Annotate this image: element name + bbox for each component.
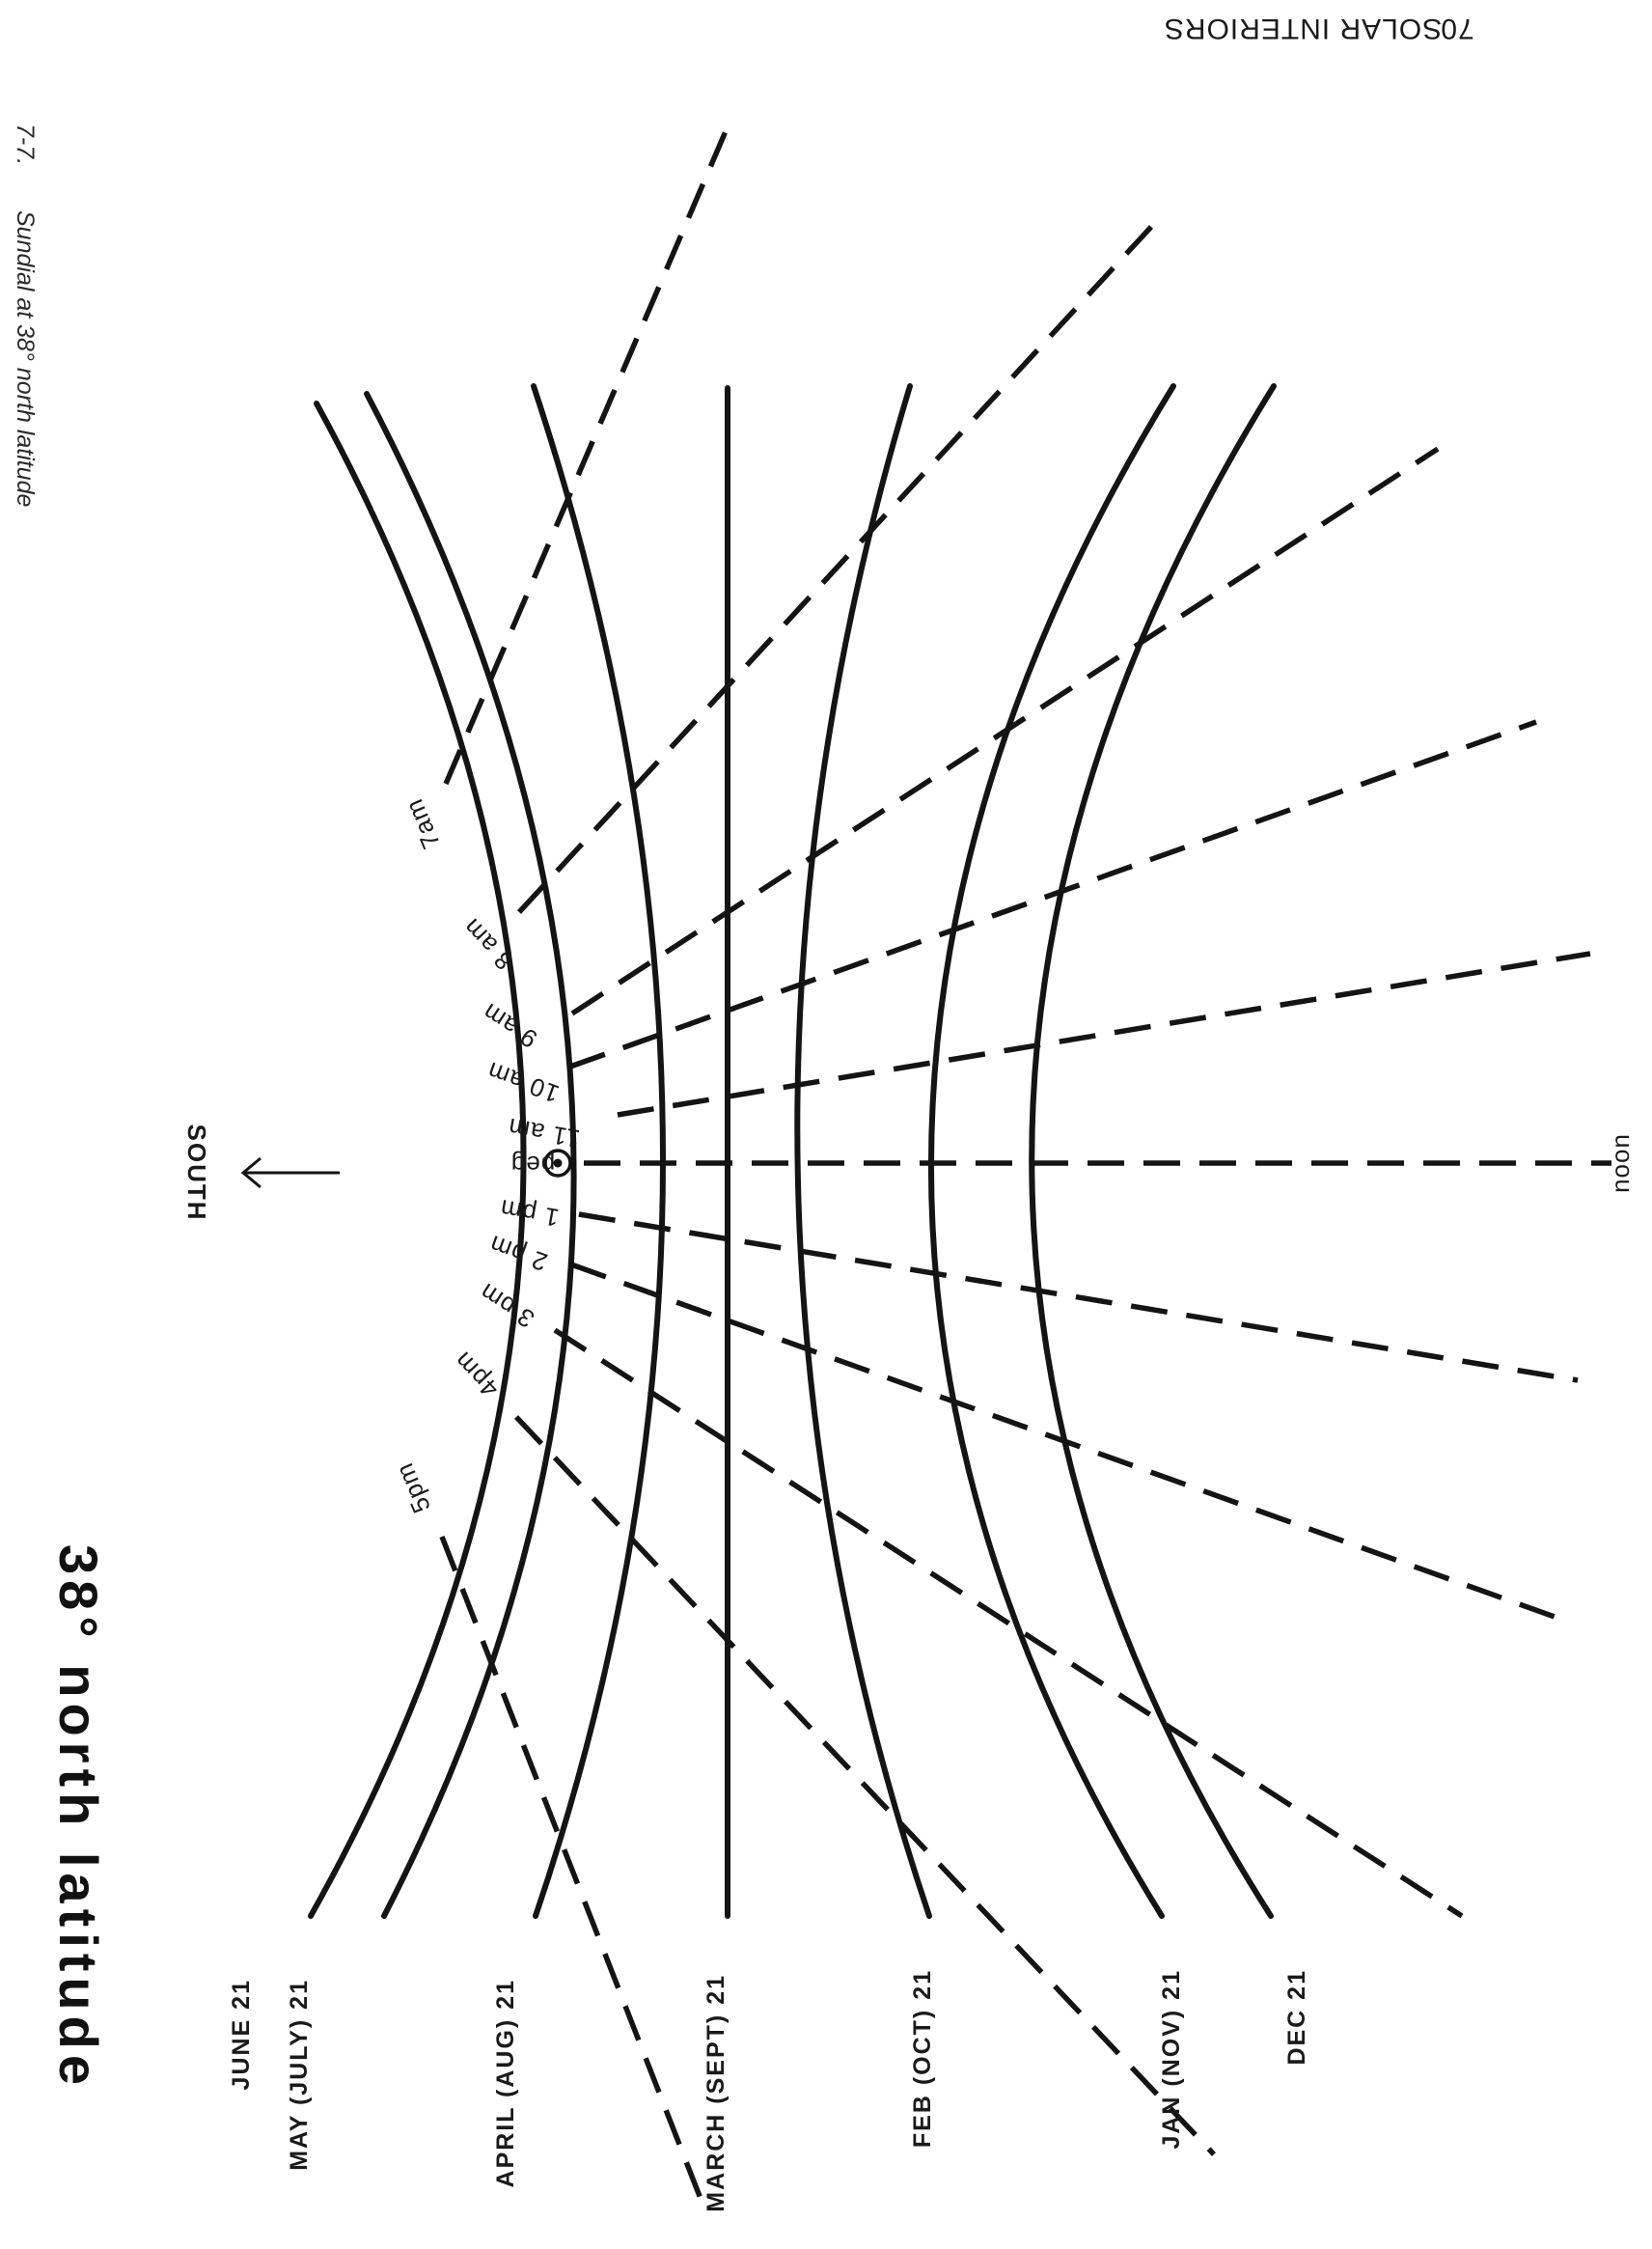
hour-label-5pm: 5pm <box>389 1458 436 1517</box>
date-line-april <box>531 383 666 1919</box>
date-label-dec: DEC 21 <box>1283 1969 1310 2066</box>
date-label-jan: JAN (NOV) 21 <box>1158 1969 1185 2150</box>
date-line-dec <box>1029 383 1277 1919</box>
south-label: SOUTH <box>182 1124 211 1222</box>
hour-line-4pm <box>514 1415 1216 2156</box>
hour-line-2pm <box>570 1262 1569 1624</box>
hour-line-5pm <box>439 1535 707 2210</box>
figure-number: 7-7. <box>12 124 39 165</box>
hour-line-7am <box>443 116 734 786</box>
date-label-april: APRIL (AUG) 21 <box>492 1979 519 2187</box>
hour-line-9am <box>570 446 1440 1016</box>
hour-label-3pm: 3 pm <box>474 1277 539 1334</box>
date-line-june <box>308 401 527 1919</box>
date-lines <box>308 383 1277 1919</box>
date-label-march: MARCH (SEPT) 21 <box>702 1974 730 2212</box>
running-title: SOLAR INTERIORS <box>1164 13 1442 44</box>
hour-line-8am <box>516 212 1166 914</box>
hour-line-1pm <box>578 1211 1579 1383</box>
hour-label-7am: 7am <box>399 794 446 853</box>
figure-caption-text: Sundial at 38° north latitude <box>12 210 39 507</box>
hour-label-1pm: 1 pm <box>497 1194 561 1233</box>
hour-label-noon: noon <box>1606 1133 1635 1193</box>
south-compass: SOUTH <box>182 1124 340 1222</box>
diagram-title: 38° north latitude <box>48 1544 109 2091</box>
date-line-may <box>364 391 577 1919</box>
hour-label-9am: 9 am <box>477 997 542 1054</box>
figure-caption: 7-7. Sundial at 38° north latitude <box>12 124 39 507</box>
hour-lines <box>439 116 1611 2210</box>
hour-line-10am <box>569 719 1537 1069</box>
date-label-may: MAY (JULY) 21 <box>286 1979 313 2171</box>
peg-label: peg <box>510 1151 555 1180</box>
running-header: 70 SOLAR INTERIORS <box>1164 13 1474 44</box>
hour-label-4pm: 4pm <box>448 1346 504 1403</box>
peg-outer-ring <box>543 1149 572 1178</box>
hour-line-3pm <box>553 1327 1464 1919</box>
peg-marker <box>543 1149 572 1178</box>
hour-line-11am <box>617 951 1591 1118</box>
date-line-feb <box>794 383 932 1919</box>
date-label-june: JUNE 21 <box>228 1979 255 2090</box>
date-label-feb: FEB (OCT) 21 <box>909 1969 936 2148</box>
page-number: 70 <box>1440 13 1473 44</box>
peg-center-dot <box>553 1158 563 1168</box>
date-line-jan <box>927 383 1176 1919</box>
south-arrow-head <box>240 1156 262 1189</box>
date-labels: JUNE 21 MAY (JULY) 21 APRIL (AUG) 21 MAR… <box>228 1969 1310 2212</box>
